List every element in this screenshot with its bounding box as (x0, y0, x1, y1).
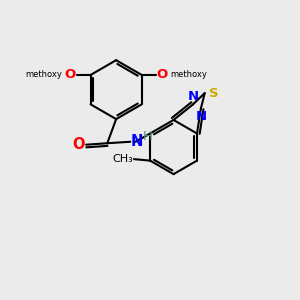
Text: O: O (156, 68, 168, 81)
Text: N: N (195, 110, 206, 123)
Text: methoxy: methoxy (25, 70, 62, 80)
Text: methoxy: methoxy (170, 70, 207, 80)
Text: O: O (65, 68, 76, 81)
Text: N: N (188, 90, 199, 103)
Text: CH₃: CH₃ (112, 154, 133, 164)
Text: H: H (143, 130, 153, 143)
Text: S: S (209, 87, 218, 100)
Text: N: N (131, 134, 143, 149)
Text: O: O (72, 136, 84, 152)
